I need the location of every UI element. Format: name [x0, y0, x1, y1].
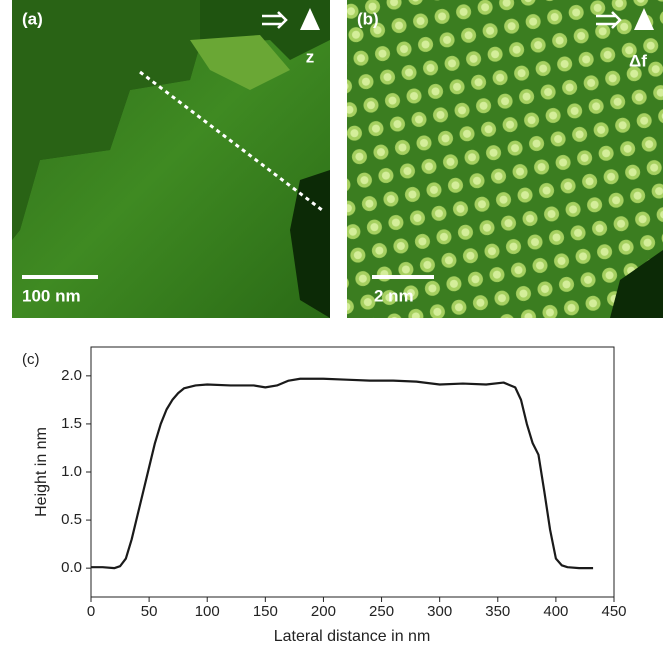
x-tick-label: 100: [195, 603, 220, 620]
scale-bar-label: 100 nm: [22, 286, 81, 305]
panel-label: (c): [22, 351, 40, 368]
panel-label: (a): [22, 9, 43, 28]
y-tick-label: 1.5: [61, 415, 82, 432]
plot-frame: [90, 346, 615, 598]
scale-triangle: [634, 8, 654, 30]
x-tick-label: 450: [601, 603, 626, 620]
panel-b: (b) Δf 2 nm: [347, 0, 663, 318]
panel-a: (a) z 100 nm: [12, 0, 330, 318]
x-tick-label: 400: [543, 603, 568, 620]
scan-arrow: [596, 11, 622, 29]
x-tick-label: 250: [369, 603, 394, 620]
y-tick-label: 0.0: [61, 559, 82, 576]
x-tick-label: 50: [141, 603, 158, 620]
scan-arrow: [262, 11, 288, 29]
x-tick-label: 0: [87, 603, 95, 620]
scale-triangle: [300, 8, 320, 30]
scale-bar-label: 2 nm: [374, 286, 414, 305]
x-tick-label: 150: [253, 603, 278, 620]
bright-island: [190, 35, 290, 90]
axis-symbol: z: [306, 47, 315, 66]
axis-symbol: Δf: [629, 51, 647, 70]
y-tick-label: 1.0: [61, 463, 82, 480]
defect: [610, 250, 663, 318]
x-tick-label: 200: [311, 603, 336, 620]
y-axis-label: Height in nm: [33, 427, 50, 517]
panel-label: (b): [357, 9, 379, 28]
y-tick-label: 2.0: [61, 367, 82, 384]
y-tick-label: 0.5: [61, 511, 82, 528]
x-axis-label: Lateral distance in nm: [274, 628, 431, 645]
profile-line: [139, 70, 323, 212]
x-tick-label: 300: [427, 603, 452, 620]
scale-bar: [22, 275, 98, 279]
scale-bar: [372, 275, 434, 279]
afm-image: [347, 0, 663, 318]
x-tick-label: 350: [485, 603, 510, 620]
profile-line: [91, 377, 594, 570]
terrace: [12, 0, 200, 240]
